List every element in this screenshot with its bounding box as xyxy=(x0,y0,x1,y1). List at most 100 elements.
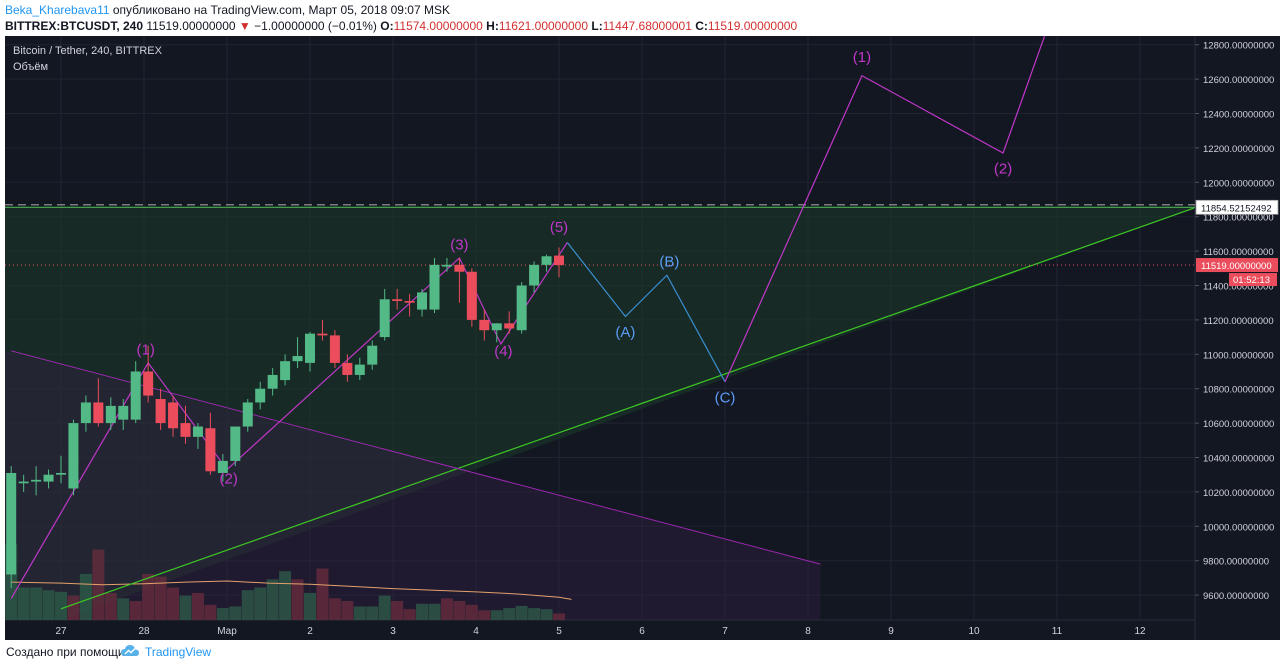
y-tick-label: 10000.00000000 xyxy=(1203,522,1274,533)
countdown-tag xyxy=(1229,273,1277,287)
candle-body xyxy=(242,402,253,427)
symbol-label: BITTREX:BTCUSDT, 240 xyxy=(5,19,144,33)
y-tick-label: 10200.00000000 xyxy=(1203,488,1274,499)
volume-bar xyxy=(67,595,80,620)
y-tick-label: 11000.00000000 xyxy=(1203,350,1274,361)
low-label: L: xyxy=(591,19,603,33)
close-value: 11519.00000000 xyxy=(707,19,798,33)
volume-bar xyxy=(179,595,192,620)
tradingview-link[interactable]: TradingView xyxy=(145,645,212,659)
ohlc-line: BITTREX:BTCUSDT, 240 11519.00000000 ▼ −1… xyxy=(5,19,797,33)
time-axis[interactable] xyxy=(5,620,1195,640)
candle-body xyxy=(180,423,191,437)
candle-body xyxy=(168,402,179,429)
x-tick-label: 9 xyxy=(888,626,894,637)
candle-body xyxy=(68,423,79,489)
price-axis[interactable] xyxy=(1195,36,1280,640)
volume-bar xyxy=(553,613,565,620)
y-tick-label: 12800.00000000 xyxy=(1203,41,1274,52)
x-tick-label: 4 xyxy=(473,626,479,637)
volume-ma-line xyxy=(11,580,572,600)
candle-body xyxy=(305,333,315,363)
candle-body xyxy=(342,362,353,375)
chart-header: Beka_Kharebava11 опубликовано на Trading… xyxy=(0,0,1280,36)
last-price-value: 11519.00000000 xyxy=(146,19,236,33)
volume-bar xyxy=(204,604,217,620)
candle-body xyxy=(466,271,477,320)
y-tick-label: 11400.00000000 xyxy=(1203,282,1274,293)
volume-bar xyxy=(304,592,316,620)
volume-bar xyxy=(478,610,491,620)
wave-label: (1) xyxy=(853,49,871,66)
author-link[interactable]: Beka_Kharebava11 xyxy=(5,3,110,17)
x-tick-label: 2 xyxy=(307,626,313,637)
y-tick-label: 12400.00000000 xyxy=(1203,110,1274,121)
volume-bar xyxy=(416,603,429,620)
y-tick-label: 10400.00000000 xyxy=(1203,454,1274,465)
volume-bar xyxy=(403,609,416,620)
volume-bar xyxy=(142,573,155,620)
volume-bar xyxy=(167,587,180,620)
wave-label: (5) xyxy=(550,219,568,236)
y-tick-label: 10600.00000000 xyxy=(1203,419,1274,430)
candle-body xyxy=(80,402,91,424)
resistance-price-label: 11854.52152492 xyxy=(1201,203,1272,214)
x-tick-label: 27 xyxy=(55,626,67,637)
candle-body xyxy=(317,333,328,336)
candle-body xyxy=(130,371,141,420)
x-tick-label: 5 xyxy=(556,626,562,637)
candle-body xyxy=(280,361,291,381)
x-tick-label: 28 xyxy=(138,626,150,637)
candle-body xyxy=(118,405,129,420)
candle-body xyxy=(329,335,340,363)
candle-body xyxy=(479,319,490,331)
candle-body xyxy=(155,399,166,424)
volume-bar xyxy=(254,587,267,620)
wave-label: (2) xyxy=(219,470,237,487)
volume-bar xyxy=(353,606,366,620)
volume-bar xyxy=(316,568,329,620)
x-tick-label: 7 xyxy=(722,626,728,637)
candle-body xyxy=(516,285,527,331)
volume-bar xyxy=(490,610,503,620)
tradingview-cloud-icon xyxy=(121,645,139,656)
volume-bar xyxy=(154,576,167,620)
last-price-tag xyxy=(1196,258,1278,273)
candle-body xyxy=(454,264,465,272)
volume-bar xyxy=(241,590,254,620)
candle-body xyxy=(205,428,216,472)
volume-bar xyxy=(328,598,341,620)
wave-label: (1) xyxy=(136,341,154,358)
volume-bar xyxy=(391,601,404,620)
price-chart[interactable]: (1) (2) (3) (4) (5) (A) (B) (C) (1) (2) 9600.0000… xyxy=(0,36,1280,640)
y-tick-label: 12000.00000000 xyxy=(1203,178,1274,189)
footer: Создано при помощи TradingView xyxy=(0,640,1280,668)
legend-title: Bitcoin / Tether, 240, BITTREX xyxy=(13,45,163,57)
y-tick-label: 9800.00000000 xyxy=(1203,557,1269,568)
created-with-text: Создано при помощи xyxy=(6,645,125,659)
wave-label: (4) xyxy=(494,343,512,360)
volume-bar xyxy=(229,606,242,620)
y-tick-label: 11600.00000000 xyxy=(1203,247,1274,258)
candle-body xyxy=(6,472,17,575)
candle-body xyxy=(56,472,66,475)
candle-body xyxy=(255,388,266,403)
candle-body xyxy=(143,371,154,396)
volume-bar xyxy=(30,587,43,620)
high-value: 11621.00000000 xyxy=(498,19,589,33)
open-value: 11574.00000000 xyxy=(393,19,483,33)
close-label: C: xyxy=(695,19,708,33)
candle-body xyxy=(417,292,428,310)
resistance-price-tag xyxy=(1195,199,1279,215)
wave-label: (A) xyxy=(615,324,635,341)
volume-bar xyxy=(378,595,391,620)
y-tick-label: 11200.00000000 xyxy=(1203,316,1274,327)
volume-bar xyxy=(42,590,55,620)
down-arrow-icon: ▼ xyxy=(238,19,251,33)
candle-body xyxy=(529,264,540,286)
candle-body xyxy=(93,402,104,424)
green-zone xyxy=(5,207,1195,620)
candle-body xyxy=(43,474,54,482)
candle-body xyxy=(217,460,228,473)
volume-bar xyxy=(453,601,466,620)
